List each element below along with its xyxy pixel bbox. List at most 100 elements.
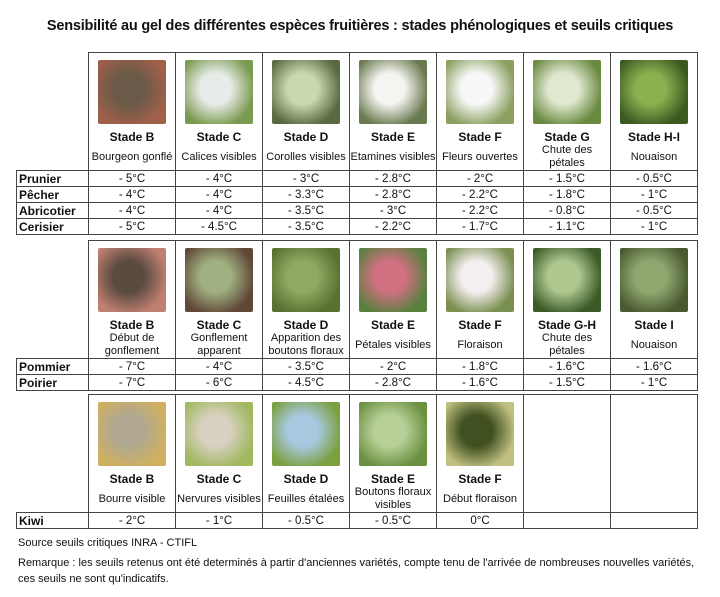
stage-description: Chute des pétales — [541, 332, 593, 357]
empty-cell — [16, 469, 89, 513]
species-name: Pommier — [16, 358, 89, 375]
stage-description: Nouaison — [630, 338, 678, 351]
stage-description: Feuilles étalées — [267, 492, 345, 505]
stage-label: Stade H-I — [627, 130, 680, 144]
fruit-set-photo — [620, 248, 688, 312]
critical-temperature: - 4°C — [175, 170, 263, 187]
stage-label: Stade F — [458, 472, 502, 486]
stage-photo-cell — [262, 240, 350, 315]
stage-photo-cell — [175, 52, 263, 127]
critical-temperature: - 3°C — [349, 202, 437, 219]
bud-photo — [98, 248, 166, 312]
source-note: Source seuils critiques INRA - CTIFL — [18, 537, 198, 549]
table-row: Pêcher - 4°C - 4°C - 3.3°C - 2.8°C - 2.2°C - 1… — [16, 186, 698, 203]
stage-description: Pétales visibles — [355, 338, 431, 351]
critical-temperature: - 7°C — [88, 374, 176, 391]
critical-temperature: - 1.6°C — [610, 358, 698, 375]
stage-label: Stade C — [196, 472, 242, 486]
table-row: Pommier - 7°C - 4°C - 3.5°C - 2°C - 1.8°C - 1.… — [16, 358, 698, 375]
critical-temperature: - 3.3°C — [262, 186, 350, 203]
remark-note: Remarque : les seuils retenus ont été de… — [18, 557, 695, 585]
stage-header: Stade E Etamines visibles — [349, 127, 437, 171]
stage-header: Stade F Fleurs ouvertes — [436, 127, 524, 171]
stage-label: Stade B — [109, 318, 155, 332]
stage-header: Stade F Début floraison — [436, 469, 524, 513]
critical-temperature: - 4°C — [88, 186, 176, 203]
fruit-set-photo — [620, 60, 688, 124]
critical-temperature: - 1°C — [610, 186, 698, 203]
species-name: Pêcher — [16, 186, 89, 203]
stage-description: Corolles visibles — [266, 150, 346, 163]
critical-temperature: - 2°C — [349, 358, 437, 375]
critical-temperature: - 3°C — [262, 170, 350, 187]
stage-label: Stade D — [283, 130, 329, 144]
species-name: Poirier — [16, 374, 89, 391]
critical-temperature: - 2.2°C — [436, 186, 524, 203]
stage-photo-cell — [436, 240, 524, 315]
critical-temperature: - 0.5°C — [610, 202, 698, 219]
stage-description: Calices visibles — [181, 150, 257, 163]
stage-label: Stade E — [370, 318, 415, 332]
empty-cell — [16, 52, 89, 127]
table-row: Poirier - 7°C - 6°C - 4.5°C - 2.8°C - 1.6°C - … — [16, 374, 698, 391]
stage-label: Stade C — [196, 318, 242, 332]
stage-photo-cell — [262, 394, 350, 469]
stage-label: Stade B — [109, 130, 155, 144]
open-flower-photo — [446, 60, 514, 124]
stage-label: Stade F — [458, 318, 502, 332]
critical-temperature: - 2.2°C — [349, 218, 437, 235]
stage-photo-cell — [349, 52, 437, 127]
flower-buds-photo — [272, 248, 340, 312]
empty-cell — [16, 127, 89, 171]
critical-temperature: - 6°C — [175, 374, 263, 391]
stage-description: Chute des pétales — [541, 144, 593, 169]
frost-table-section: Stade B Début de gonflement Stade C Gonflem… — [16, 240, 698, 391]
critical-temperature: - 2.8°C — [349, 374, 437, 391]
stage-photo-cell — [262, 52, 350, 127]
stage-label: Stade E — [370, 472, 415, 486]
table-row: Prunier - 5°C - 4°C - 3°C - 2.8°C - 2°C - 1.5°… — [16, 170, 698, 187]
stage-header: Stade C Gonflement apparent — [175, 315, 263, 359]
stage-header: Stade H-I Nouaison — [610, 127, 698, 171]
stage-photo-cell — [610, 52, 698, 127]
critical-temperature: - 3.5°C — [262, 202, 350, 219]
stage-header: Stade G-H Chute des pétales — [523, 315, 611, 359]
stage-description: Début floraison — [443, 492, 517, 505]
critical-temperature: - 5°C — [88, 218, 176, 235]
stage-photo-cell — [523, 52, 611, 127]
critical-temperature: - 4°C — [175, 358, 263, 375]
empty-cell — [610, 469, 698, 513]
table-row: Abricotier - 4°C - 4°C - 3.5°C - 3°C - 2.2°C -… — [16, 202, 698, 219]
stage-photo-cell — [88, 240, 176, 315]
bloom-photo — [446, 248, 514, 312]
stage-header: Stade D Feuilles étalées — [262, 469, 350, 513]
critical-temperature: - 4°C — [175, 186, 263, 203]
frost-table-section: Stade B Bourre visible Stade C Nervures vis… — [16, 394, 698, 529]
stage-label: Stade G-H — [537, 318, 596, 332]
critical-temperature: - 3.5°C — [262, 218, 350, 235]
critical-temperature: - 4°C — [88, 202, 176, 219]
stage-description: Fleurs ouvertes — [442, 150, 518, 163]
critical-temperature: - 0.8°C — [523, 202, 611, 219]
species-name: Cerisier — [16, 218, 89, 235]
stage-description: Bourgeon gonflé — [91, 150, 173, 163]
critical-temperature: 0°C — [436, 512, 524, 529]
critical-temperature: - 1.6°C — [523, 358, 611, 375]
critical-temperature: - 2.8°C — [349, 170, 437, 187]
stage-header: Stade D Corolles visibles — [262, 127, 350, 171]
critical-temperature: - 5°C — [88, 170, 176, 187]
stage-header: Stade F Floraison — [436, 315, 524, 359]
critical-temperature: - 2°C — [436, 170, 524, 187]
critical-temperature: - 1.5°C — [523, 170, 611, 187]
critical-temperature: - 4°C — [175, 202, 263, 219]
leaves-photo — [272, 402, 340, 466]
stage-description: Gonflement apparent — [190, 332, 248, 357]
stage-label: Stade E — [370, 130, 415, 144]
critical-temperature: - 1.1°C — [523, 218, 611, 235]
calyx-photo — [185, 60, 253, 124]
petals-photo — [359, 248, 427, 312]
critical-temperature: - 1°C — [610, 374, 698, 391]
stage-description: Etamines visibles — [350, 150, 436, 163]
stage-photo-cell — [175, 394, 263, 469]
frost-table-section: Stade B Bourgeon gonflé Stade C Calices vis… — [16, 52, 698, 235]
